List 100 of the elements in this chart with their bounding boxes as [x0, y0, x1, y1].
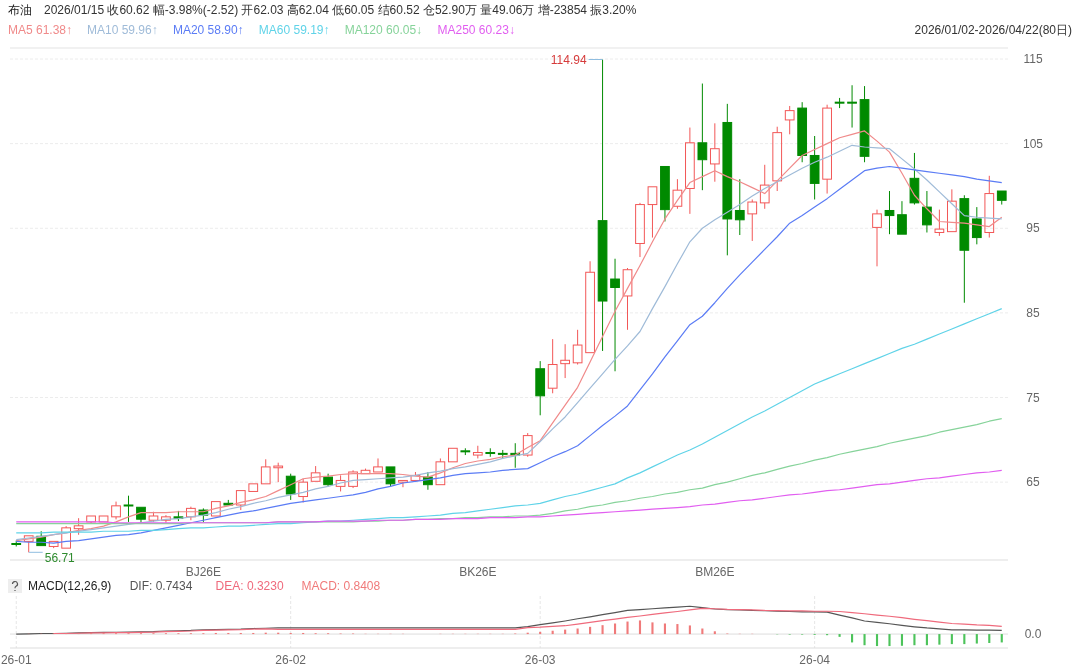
candlestick [784, 105, 795, 135]
candlestick [560, 343, 570, 379]
candlestick [547, 338, 558, 394]
candlestick [697, 83, 708, 191]
candlestick [98, 515, 109, 523]
candlestick [210, 501, 221, 517]
text: MA60 59.19↑ [258, 23, 330, 37]
candlestick [685, 127, 695, 215]
candlestick [884, 190, 895, 235]
bar [900, 634, 904, 646]
text: MA20 58.90↑ [172, 23, 244, 37]
x-tick-label: 26-02 [275, 653, 307, 667]
bar [938, 634, 941, 645]
candlestick [61, 525, 71, 549]
candlestick [335, 474, 346, 492]
candlestick [672, 178, 683, 210]
bar [688, 625, 691, 635]
bar [950, 634, 953, 645]
candlestick [971, 206, 982, 245]
candlestick [348, 469, 358, 489]
line-series [15, 469, 1003, 524]
bar [838, 634, 841, 637]
x-tick-label: 26-01 [0, 653, 32, 667]
candlestick [123, 495, 134, 523]
bar [863, 634, 866, 646]
bar [925, 634, 928, 646]
text: MA5 61.38↑ [8, 23, 73, 37]
annotation: 114.94 [550, 52, 587, 67]
y-tick-label: 75 [1026, 390, 1040, 405]
candlestick [186, 506, 196, 521]
candlestick [410, 471, 421, 481]
candlestick [959, 194, 970, 304]
candlestick [448, 447, 458, 463]
candlestick [759, 164, 770, 210]
bar [626, 621, 629, 635]
chart-title: MACD(12,26,9) [28, 579, 112, 593]
x-tick-label: 26-03 [524, 653, 556, 667]
candlestick [597, 59, 608, 352]
candlestick [111, 501, 121, 520]
y-tick-label: 65 [1026, 475, 1040, 490]
text: MA10 59.96↑ [87, 23, 158, 37]
x-tick-label: 26-04 [799, 653, 831, 667]
candlestick [398, 479, 408, 488]
text: DIF: 0.7434 [129, 579, 193, 593]
candlestick [373, 457, 383, 473]
candlestick [984, 175, 995, 239]
bar [613, 623, 617, 635]
candlestick [859, 85, 870, 163]
y-tick-label: 105 [1022, 136, 1044, 151]
candlestick [847, 84, 857, 129]
bar [601, 625, 604, 635]
x-tick-label: BK26E [459, 565, 497, 579]
text: 2026/01/02-2026/04/22(80日) [914, 23, 1072, 37]
annotation: 56.71 [44, 551, 76, 566]
candlestick [709, 122, 720, 183]
line-series [15, 308, 1003, 534]
candlestick [809, 135, 820, 200]
candlestick [535, 360, 546, 416]
candlestick [635, 202, 645, 258]
x-tick-label: BJ26E [185, 565, 222, 579]
candlestick [622, 267, 633, 331]
candlestick [323, 473, 333, 487]
bar [663, 623, 666, 635]
chart-title: 布油 [8, 3, 32, 17]
chart-subtitle: 2026/01/15 收60.62 幅-3.98%(-2.52) 开62.03 高62.04 低60.05 结60.52 仓52.90万 量49.06万 增-23854 振3.20% [44, 3, 637, 17]
candlestick [922, 190, 932, 233]
candlestick [610, 258, 620, 372]
bar [638, 620, 642, 635]
candlestick [947, 188, 957, 233]
candlestick [872, 209, 882, 267]
candlestick [934, 209, 945, 237]
ref-line-label: 0.0 [1024, 627, 1042, 642]
bar [888, 634, 891, 647]
candlestick [722, 103, 733, 256]
candlestick [909, 152, 920, 206]
candlestick [822, 104, 832, 195]
text: MA250 60.23↓ [437, 23, 515, 37]
bar [676, 624, 679, 635]
bar [651, 622, 654, 635]
y-tick-label: 85 [1026, 305, 1040, 320]
candlestick [647, 186, 658, 239]
candlestick [435, 457, 446, 486]
text: MA120 60.05↓ [344, 23, 423, 37]
candlestick [996, 190, 1007, 206]
bar [875, 634, 879, 647]
bar [988, 634, 991, 643]
candlestick [734, 178, 745, 236]
text: DEA: 0.3230 [215, 579, 284, 593]
x-tick-label: BM26E [695, 565, 735, 579]
bar [975, 634, 978, 644]
candlestick [747, 198, 758, 242]
candlestick [572, 329, 583, 366]
candlestick [248, 483, 259, 492]
candlestick [897, 200, 907, 235]
candlestick [585, 260, 595, 354]
y-tick-label: 95 [1026, 221, 1040, 236]
text: MACD: 0.8408 [301, 579, 381, 593]
candlestick [223, 499, 234, 506]
candlestick [161, 514, 171, 524]
bar [713, 631, 716, 635]
